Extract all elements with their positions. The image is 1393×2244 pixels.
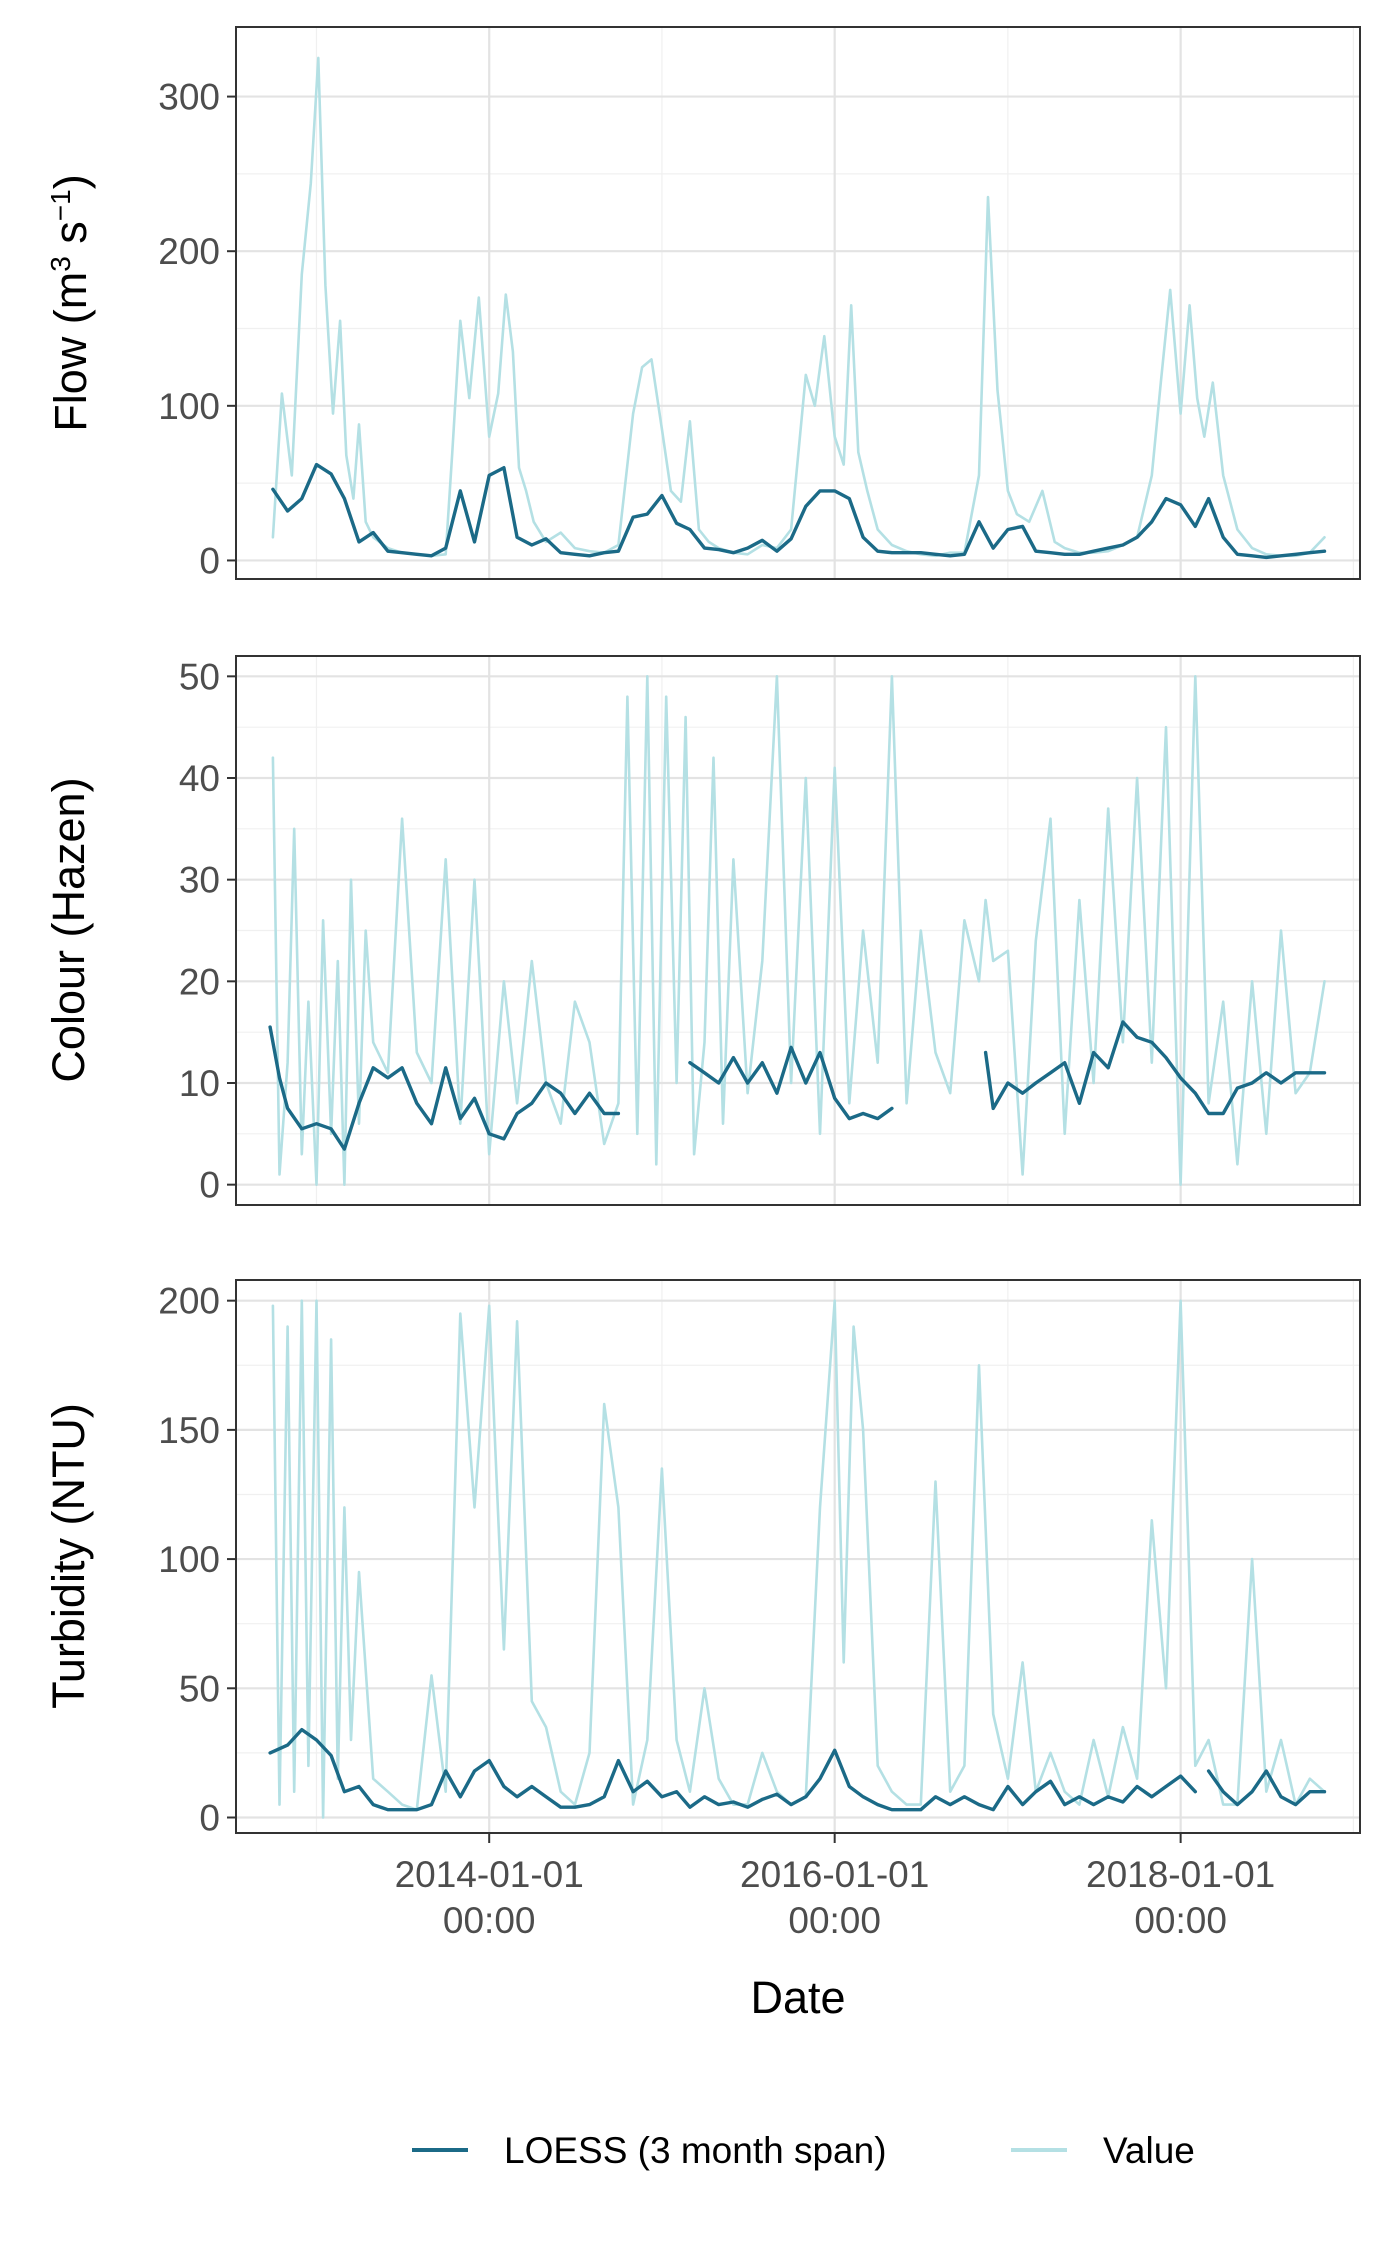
y-tick-label: 100 bbox=[158, 1539, 220, 1580]
x-axis-title: Date bbox=[750, 1972, 845, 2023]
turbidity-y-axis-title: Turbidity (NTU) bbox=[43, 1403, 94, 1709]
loess-line bbox=[688, 1045, 894, 1121]
flow-y-axis: 0 100 200 300 bbox=[158, 77, 236, 581]
y-tick-label: 200 bbox=[158, 231, 220, 272]
flow-y-axis-title: Flow (m3 s−1) bbox=[45, 174, 96, 432]
y-tick-label: 150 bbox=[158, 1410, 220, 1451]
colour-loess-series bbox=[268, 1020, 1327, 1151]
x-axis: 2014-01-01 00:00 2016-01-01 00:00 2018-01-01… bbox=[395, 1833, 1275, 1941]
panel-colour: 0 10 20 30 40 50 Colour (Hazen) bbox=[43, 655, 1361, 1206]
x-tick-label: 2016-01-01 bbox=[740, 1854, 929, 1895]
y-tick-label: 0 bbox=[199, 540, 220, 581]
legend: LOESS (3 month span) Value bbox=[412, 2130, 1195, 2171]
y-tick-label: 30 bbox=[179, 860, 220, 901]
x-tick-label-time: 00:00 bbox=[1134, 1900, 1227, 1941]
y-tick-label: 100 bbox=[158, 386, 220, 427]
flow-value-series bbox=[271, 56, 1326, 558]
colour-panel-border bbox=[235, 655, 1361, 1206]
flow-grid bbox=[236, 27, 1360, 579]
value-line bbox=[271, 675, 1326, 1186]
y-tick-label: 50 bbox=[179, 656, 220, 697]
y-tick-label: 300 bbox=[158, 77, 220, 118]
x-tick-label: 2014-01-01 bbox=[395, 1854, 584, 1895]
value-line bbox=[271, 1299, 1326, 1819]
y-tick-label: 10 bbox=[179, 1063, 220, 1104]
turbidity-loess-series bbox=[268, 1727, 1327, 1812]
value-line bbox=[271, 56, 1326, 558]
x-tick-label-time: 00:00 bbox=[443, 1900, 536, 1941]
turbidity-value-series bbox=[271, 1299, 1326, 1819]
colour-y-axis-title: Colour (Hazen) bbox=[43, 777, 94, 1082]
flow-panel-border bbox=[235, 26, 1361, 580]
panel-flow: 0 100 200 300 Flow (m3 s−1) bbox=[45, 26, 1361, 581]
loess-line bbox=[983, 1020, 1327, 1116]
y-tick-label: 0 bbox=[199, 1797, 220, 1838]
x-tick-label-time: 00:00 bbox=[788, 1900, 881, 1941]
loess-line bbox=[271, 462, 1327, 560]
turbidity-y-axis: 0 50 100 150 200 bbox=[158, 1281, 236, 1838]
legend-label-value: Value bbox=[1103, 2130, 1195, 2171]
panel-turbidity: 0 50 100 150 200 Turbidity (NTU) bbox=[43, 1279, 1361, 1838]
x-tick-label: 2018-01-01 bbox=[1086, 1854, 1275, 1895]
loess-line bbox=[268, 1727, 1197, 1812]
y-tick-label: 50 bbox=[179, 1668, 220, 1709]
y-tick-label: 0 bbox=[199, 1165, 220, 1206]
y-tick-label: 40 bbox=[179, 758, 220, 799]
loess-line bbox=[1206, 1769, 1327, 1807]
colour-value-series bbox=[271, 675, 1326, 1186]
colour-y-axis: 0 10 20 30 40 50 bbox=[179, 656, 236, 1206]
legend-label-loess: LOESS (3 month span) bbox=[504, 2130, 887, 2171]
turbidity-panel-border bbox=[235, 1279, 1361, 1834]
y-tick-label: 20 bbox=[179, 961, 220, 1002]
flow-loess-series bbox=[271, 462, 1327, 560]
loess-line bbox=[268, 1025, 621, 1151]
y-tick-label: 200 bbox=[158, 1281, 220, 1322]
turbidity-grid bbox=[236, 1280, 1360, 1833]
